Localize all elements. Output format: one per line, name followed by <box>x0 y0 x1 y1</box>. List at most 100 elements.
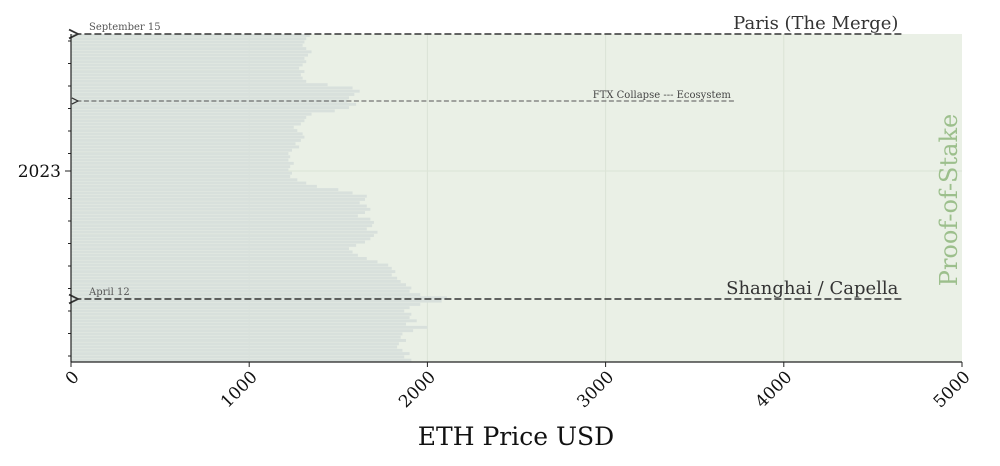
price-bar <box>71 329 414 333</box>
price-bar <box>71 175 291 178</box>
price-bar <box>71 348 403 352</box>
price-bar <box>71 253 358 257</box>
price-bar <box>71 93 355 96</box>
price-bar <box>71 109 335 113</box>
price-bar <box>71 37 307 41</box>
price-bar <box>71 102 357 106</box>
price-bar <box>71 257 367 260</box>
price-bar <box>71 319 417 323</box>
price-bar <box>71 352 410 356</box>
price-bar <box>71 286 412 290</box>
price-bar <box>71 43 303 47</box>
price-bar <box>71 217 371 221</box>
price-bar <box>71 325 428 329</box>
price-bar <box>71 184 317 188</box>
price-bar <box>71 220 374 224</box>
price-bar <box>71 306 410 310</box>
price-bar <box>71 181 307 185</box>
price-bar <box>71 316 410 319</box>
price-bar <box>71 116 307 119</box>
x-axis-title: ETH Price USD <box>418 422 614 451</box>
price-bar <box>71 155 291 159</box>
price-bar <box>71 47 307 51</box>
price-bar <box>71 302 421 306</box>
price-bar <box>71 227 367 231</box>
price-bar <box>71 280 401 283</box>
event-label: FTX Collapse --- Ecosystem <box>593 90 732 101</box>
x-tick-label: 2000 <box>395 367 440 412</box>
price-bar <box>71 138 301 142</box>
x-tick-label: 3000 <box>573 367 618 412</box>
event-markers: Paris (The Merge) September 15 FTX Collaps… <box>78 13 902 299</box>
price-bar <box>71 266 392 270</box>
price-bar <box>71 119 305 123</box>
price-bar <box>71 358 412 362</box>
price-bar <box>71 50 312 54</box>
price-bar <box>71 263 389 267</box>
price-bar <box>71 83 328 87</box>
price-bar <box>71 70 305 73</box>
price-bar <box>71 66 300 70</box>
price-bar <box>71 312 412 316</box>
event-label: Shanghai / Capella <box>726 278 899 299</box>
price-bar <box>71 230 378 234</box>
x-tick-label: 5000 <box>930 367 975 412</box>
price-bar <box>71 342 399 346</box>
price-bar <box>71 345 398 349</box>
price-bar <box>71 198 366 201</box>
price-bar <box>71 178 298 182</box>
price-bar <box>71 224 373 228</box>
price-bar <box>71 165 291 169</box>
event-date-label: September 15 <box>89 22 161 33</box>
price-bar <box>71 273 392 277</box>
y-tick-label: 2023 <box>18 162 61 182</box>
price-bar <box>71 99 348 103</box>
event-marker: Paris (The Merge) September 15 <box>78 13 902 34</box>
price-bar <box>71 243 357 247</box>
price-bar <box>71 56 305 60</box>
price-bar <box>71 322 407 326</box>
price-bar <box>71 299 442 303</box>
price-bar <box>71 132 303 136</box>
price-bar <box>71 296 447 300</box>
event-marker: FTX Collapse --- Ecosystem <box>78 90 734 101</box>
price-bar <box>71 214 358 218</box>
price-bar <box>71 125 294 129</box>
x-tick-label: 1000 <box>217 367 262 412</box>
price-bar <box>71 86 353 90</box>
price-bar <box>71 250 353 254</box>
price-bar <box>71 276 398 280</box>
event-date-label: April 12 <box>88 287 130 298</box>
price-bar <box>71 145 300 149</box>
price-bar <box>71 355 405 359</box>
price-bar <box>71 283 407 287</box>
event-marker: Shanghai / Capella April 12 <box>78 278 902 299</box>
price-bar <box>71 237 371 241</box>
price-bar <box>71 89 360 93</box>
price-bar <box>71 168 289 172</box>
price-bars <box>71 34 447 362</box>
price-bar <box>71 40 305 44</box>
price-bar <box>71 240 366 244</box>
price-bar <box>71 142 296 146</box>
price-bar <box>71 247 349 251</box>
event-label: Paris (The Merge) <box>733 13 898 34</box>
price-bar <box>71 270 396 274</box>
price-bar <box>71 289 410 293</box>
price-bar <box>71 260 378 264</box>
price-bar <box>71 201 360 205</box>
price-bar <box>71 73 301 77</box>
price-bar <box>71 293 421 297</box>
price-bar <box>71 53 309 57</box>
price-bar <box>71 158 289 162</box>
price-bar <box>71 135 305 139</box>
price-bar <box>71 112 312 116</box>
price-bar <box>71 79 307 83</box>
price-bar <box>71 211 366 215</box>
price-bar <box>71 34 310 37</box>
price-bar <box>71 106 349 110</box>
price-bar <box>71 234 374 237</box>
price-bar <box>71 339 407 342</box>
price-bar <box>71 76 303 80</box>
